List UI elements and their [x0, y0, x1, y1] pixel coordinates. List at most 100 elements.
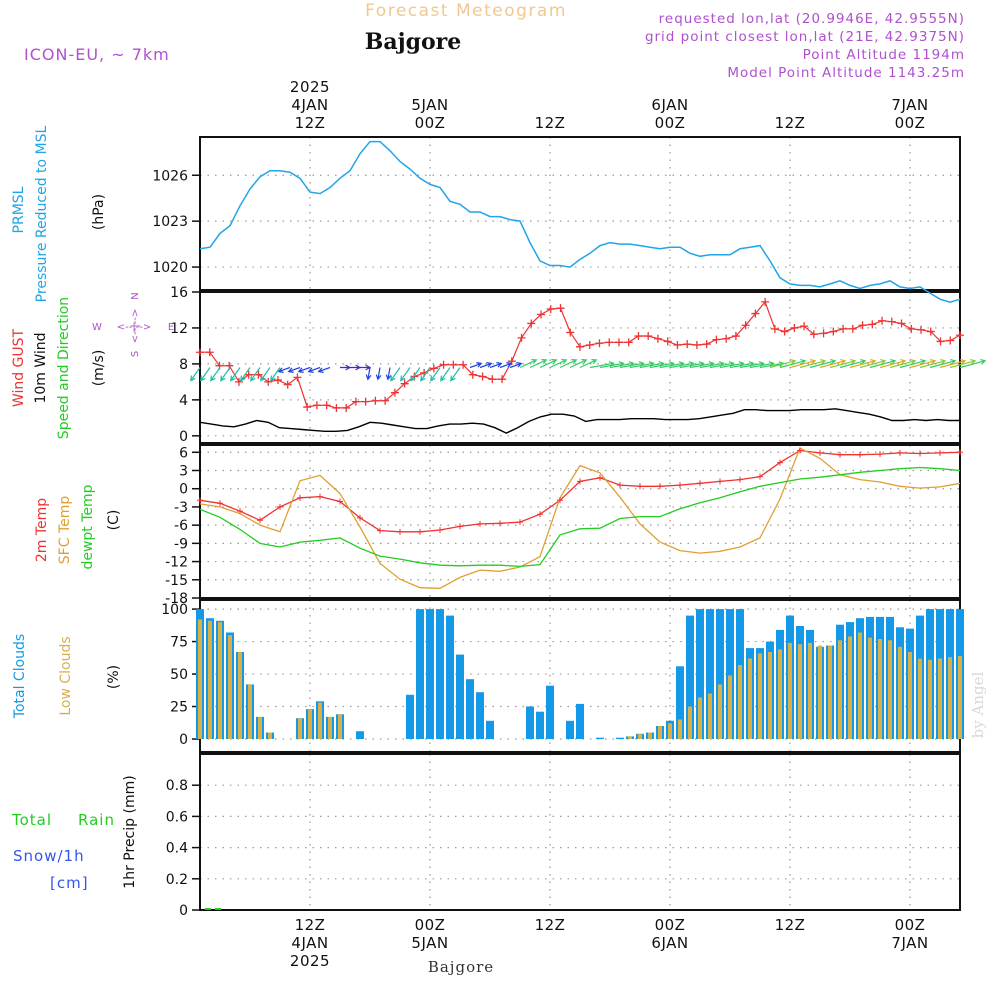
bottom-time-label: 00Z — [655, 916, 686, 934]
gust-marker — [917, 325, 926, 334]
t2m-marker — [537, 511, 543, 518]
temp-ytick-label: -15 — [165, 573, 188, 589]
t2m-marker — [197, 497, 203, 504]
gust-marker — [556, 304, 565, 313]
model-label: ICON-EU, ~ 7km — [24, 45, 170, 64]
low-cloud-bar — [738, 665, 742, 740]
low-cloud-bar — [908, 652, 912, 739]
low-cloud-bar — [238, 652, 242, 739]
t2m-marker — [217, 500, 223, 507]
low-cloud-bar — [868, 637, 872, 739]
gust-marker — [196, 348, 204, 357]
t2m-marker — [897, 449, 903, 456]
t2m-marker — [877, 451, 883, 458]
clouds-ytick-label: 25 — [170, 700, 188, 716]
compass-axis-h: <--|--> — [117, 322, 152, 333]
compass-e: E — [168, 322, 174, 333]
total-cloud-bar — [426, 609, 434, 739]
gust-marker — [322, 401, 331, 410]
low-cloud-bar — [828, 645, 832, 739]
total-cloud-bar — [446, 615, 454, 739]
bottom-time-label: 00Z — [895, 916, 926, 934]
low-cloud-bar — [628, 736, 632, 739]
point-altitude: Point Altitude 1194m — [803, 47, 965, 63]
prmsl-desc-label: Pressure Reduced to MSL — [34, 125, 50, 302]
low-cloud-bar — [668, 723, 672, 739]
top-time-label: 12Z — [295, 114, 326, 132]
wind-direction-arrow — [499, 362, 513, 369]
wind-ytick-label: 16 — [170, 285, 188, 301]
footer-location: Bajgore — [428, 958, 494, 976]
wind-direction-arrow — [549, 359, 568, 369]
precip-ytick-label: 0.8 — [166, 778, 188, 794]
grid-point-coords: grid point closest lon,lat (21E, 42.9375… — [645, 29, 965, 45]
pressure-ytick-label: 1020 — [152, 260, 188, 276]
wind-direction-arrow — [440, 367, 451, 382]
wind-direction-arrow — [869, 359, 897, 369]
temp-ytick-label: -9 — [174, 536, 188, 552]
low-cloud-bar — [928, 659, 932, 739]
gust-marker — [449, 360, 458, 369]
t2m-marker — [857, 451, 863, 458]
precip-unit: 1hr Precip (mm) — [122, 775, 138, 888]
gust-marker — [429, 364, 438, 373]
wind-direction-arrow — [430, 367, 441, 382]
t2m-marker — [477, 520, 483, 527]
precip-labels: Total Rain Snow/1h [cm] 1hr Precip (mm) — [11, 775, 138, 892]
total-cloud-bar — [546, 685, 554, 739]
t2m-marker — [397, 528, 403, 535]
t2m-marker — [297, 494, 303, 501]
total-cloud-bar — [456, 654, 464, 739]
total-cloud-bar — [696, 609, 704, 739]
precip-ytick-label: 0.2 — [166, 872, 188, 888]
total-cloud-bar — [566, 720, 574, 739]
rain-label: Rain — [78, 811, 115, 829]
t2m-marker — [717, 478, 723, 485]
pressure-panel: 1020 1023 1026 — [152, 136, 961, 291]
wind-direction-arrow — [879, 359, 907, 369]
clouds-ytick-label: 75 — [170, 635, 188, 651]
low-cloud-bar — [328, 716, 332, 739]
gust-marker — [478, 372, 487, 381]
wind-direction-arrow — [569, 359, 588, 369]
gust-marker — [741, 321, 750, 330]
wind-direction-arrow — [889, 359, 917, 369]
gust-marker — [566, 328, 575, 337]
gust-marker — [293, 373, 302, 382]
low-cloud-bar — [638, 733, 642, 739]
clouds-ytick-label: 50 — [170, 667, 188, 683]
t2m-marker — [837, 451, 843, 458]
snow-label: Snow/1h — [13, 847, 85, 865]
wind-direction-arrow — [400, 367, 411, 382]
low-cloud-bar — [958, 655, 962, 739]
t2m-label: 2m Temp — [34, 498, 50, 562]
low-cloud-bar — [838, 640, 842, 739]
wind-direction-arrow — [559, 359, 578, 369]
temp-ytick-label: -3 — [174, 500, 188, 516]
t2m-marker — [637, 483, 643, 490]
sfc-temp-line — [199, 447, 961, 589]
t2m-marker — [437, 527, 443, 533]
wind-direction-arrow — [450, 367, 461, 382]
low-cloud-bar — [818, 645, 822, 739]
bottom-time-label: 7JAN — [891, 934, 928, 952]
top-time-label: 7JAN — [891, 96, 928, 114]
wind-direction-arrow — [240, 367, 251, 382]
bottom-time-label: 00Z — [415, 916, 446, 934]
low-cloud-bar — [768, 652, 772, 739]
wind-direction-arrow — [919, 359, 947, 369]
low-cloud-bar — [878, 639, 882, 739]
t2m-marker — [577, 478, 583, 485]
cloud-unit: (%) — [106, 665, 122, 689]
clouds-ytick-label: 0 — [179, 732, 188, 748]
bottom-time-label: 12Z — [535, 916, 566, 934]
temp-panel: -18 -15 -12 -9 -6 -3 0 3 6 — [165, 444, 961, 607]
total-cloud-bar — [536, 711, 544, 739]
clouds-ytick-label: 100 — [161, 602, 188, 618]
gust-marker — [459, 360, 468, 369]
compass-rose: N S W E <--|--> <--|--> — [92, 292, 174, 357]
precip-panel: 0 0.2 0.4 0.6 0.8 — [166, 753, 961, 919]
low-cloud-bar — [918, 658, 922, 739]
